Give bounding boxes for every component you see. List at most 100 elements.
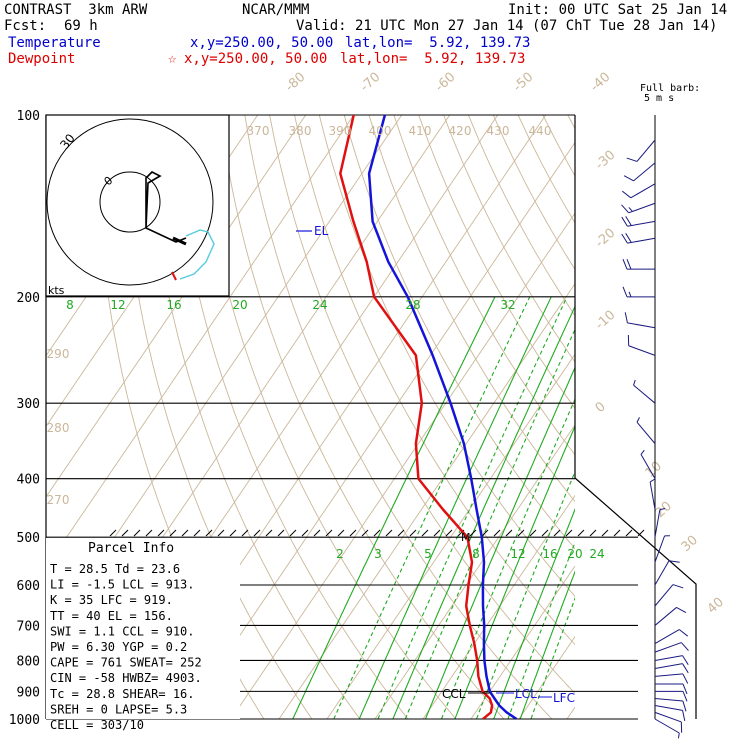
mixing-ratio-line — [454, 424, 575, 719]
dry-adiabat — [602, 87, 740, 731]
hatch-tick — [145, 529, 153, 537]
wind-barb-flag — [682, 673, 689, 684]
hatch-tick — [625, 529, 633, 537]
wind-barb-flag — [622, 286, 628, 298]
dry-adiabat — [567, 115, 575, 130]
mixing-ratio-label: 24 — [312, 298, 327, 312]
theta-label: 410 — [409, 124, 432, 138]
isotherm — [326, 353, 575, 719]
parcel-info-row: LI = -1.5 LCL = 913. — [50, 578, 195, 592]
hatch-tick — [385, 529, 393, 537]
hatch-tick — [601, 529, 609, 537]
isotherm — [46, 115, 307, 498]
isotherm-label: 30 — [679, 533, 701, 555]
dry-adiabat — [443, 115, 575, 363]
wind-barb-half — [659, 508, 666, 511]
dewpoint-marker: ☆ — [168, 51, 177, 67]
parcel-info-row: T = 28.5 Td = 23.6 — [50, 562, 180, 576]
dry-adiabat — [517, 115, 575, 224]
parcel-info-row: TT = 40 EL = 156. — [50, 609, 173, 623]
wind-barb-flag — [624, 312, 628, 323]
mixing-ratio-label: 28 — [405, 298, 420, 312]
wind-barb — [654, 584, 674, 607]
hatch-tick — [517, 529, 525, 537]
hodograph-units: kts — [48, 284, 65, 297]
parcel-info-panel — [46, 538, 240, 719]
mixing-ratio-label: 12 — [510, 547, 525, 561]
wind-barb-flag — [676, 607, 687, 613]
theta-label: 400 — [369, 124, 392, 138]
theta-label: 370 — [247, 124, 270, 138]
wind-barb — [627, 237, 656, 244]
hatch-tick — [121, 529, 129, 537]
wind-barb-half — [628, 291, 632, 298]
mixing-ratio-line — [358, 296, 552, 719]
wind-barb-flag — [672, 584, 684, 589]
wind-barb — [654, 698, 683, 702]
full-barb-label: Full barb: — [640, 83, 701, 94]
hatch-tick — [337, 529, 345, 537]
hatch-tick — [277, 529, 285, 537]
dry-adiabat — [244, 115, 553, 719]
hatch-tick — [529, 529, 537, 537]
mixing-ratio-label: 32 — [500, 298, 515, 312]
pressure-tick-label: 100 — [17, 109, 40, 124]
mixing-ratio-label: 20 — [232, 298, 247, 312]
isotherm-label: -20 — [593, 226, 619, 251]
isotherm-label: 40 — [705, 595, 727, 617]
wind-barb-flag — [621, 233, 628, 244]
wind-barb — [654, 560, 670, 586]
hatch-tick — [181, 529, 189, 537]
wind-barb-flag — [682, 691, 688, 702]
hatch-tick — [193, 529, 201, 537]
mixing-ratio-line — [519, 570, 575, 719]
wind-barb-half — [677, 732, 680, 739]
hatch-tick — [637, 529, 645, 537]
dry-adiabat — [144, 115, 361, 719]
hatch-tick — [493, 529, 501, 537]
mixing-ratio-label: 5 — [424, 547, 432, 561]
hatch-tick — [577, 529, 585, 537]
wind-barb-flag — [682, 700, 687, 712]
center-name: NCAR/MMM — [242, 2, 310, 18]
wind-barb-flag — [621, 204, 630, 214]
hatch-tick — [409, 529, 417, 537]
dry-adiabat — [294, 115, 575, 646]
wind-barb-flag — [621, 216, 628, 227]
hatch-tick — [445, 529, 453, 537]
dry-adiabat — [219, 115, 505, 719]
wind-barb — [654, 705, 683, 711]
hatch-tick — [301, 529, 309, 537]
dry-adiabat — [492, 115, 575, 271]
wind-barb-half — [649, 478, 655, 483]
wind-barb — [654, 509, 661, 538]
isotherm — [470, 565, 575, 719]
hatch-tick — [265, 529, 273, 537]
isotherm — [518, 635, 575, 719]
mixing-ratio-label: 3 — [374, 547, 382, 561]
isotherm-label: 0 — [593, 399, 609, 416]
wind-barb-flag — [668, 560, 680, 563]
theta-label: 290 — [47, 347, 70, 361]
wind-barb-half — [633, 379, 636, 386]
isotherm — [278, 282, 575, 719]
wind-barb-flag — [623, 175, 634, 182]
isotherm — [422, 494, 575, 719]
wind-barb-flag — [682, 663, 689, 674]
mixing-ratio-line — [333, 296, 531, 719]
isotherm-label: -70 — [358, 70, 384, 95]
wind-barb-flag — [626, 258, 632, 270]
wind-barb — [627, 322, 656, 329]
mixing-ratio-label: 20 — [567, 547, 582, 561]
wind-barb — [628, 202, 656, 214]
dry-adiabat — [269, 115, 575, 695]
dry-adiabat — [542, 115, 575, 177]
pressure-tick-label: 500 — [17, 531, 40, 546]
hatch-tick — [397, 529, 405, 537]
theta-label: 270 — [47, 493, 70, 507]
wind-barb — [654, 663, 683, 670]
mixing-ratio-line — [493, 508, 575, 719]
isotherm-label: -50 — [511, 70, 537, 95]
dry-adiabat — [393, 115, 575, 456]
wind-barb-flag — [682, 655, 689, 666]
